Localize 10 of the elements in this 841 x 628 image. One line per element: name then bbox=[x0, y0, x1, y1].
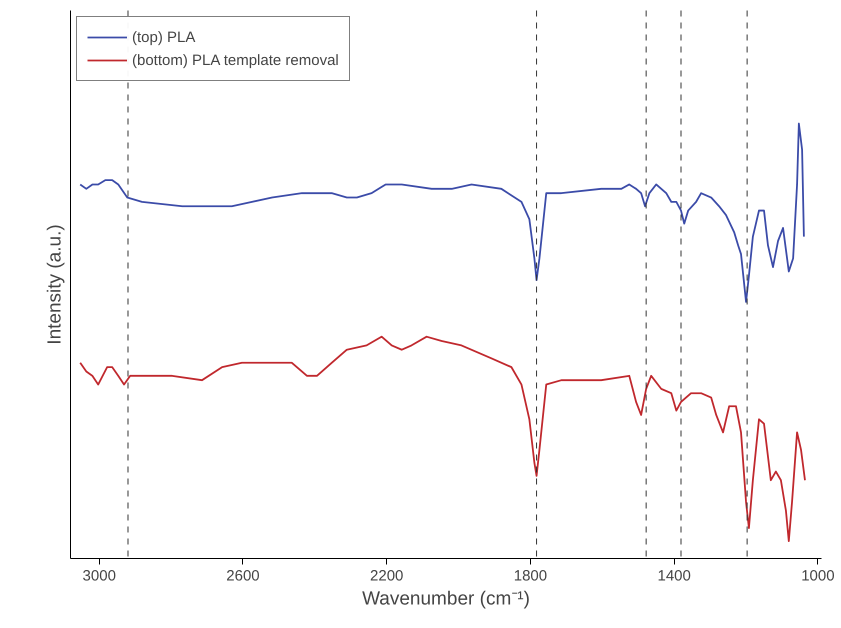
x-tick-label: 1400 bbox=[657, 568, 691, 584]
x-tick-label: 1000 bbox=[801, 568, 835, 584]
x-tick-label: 2600 bbox=[226, 568, 260, 584]
legend-label: (bottom) PLA template removal bbox=[132, 52, 339, 68]
x-tick-label: 1800 bbox=[514, 568, 548, 584]
x-tick-label: 3000 bbox=[82, 568, 116, 584]
x-tick-label: 2200 bbox=[370, 568, 404, 584]
legend-label: (top) PLA bbox=[132, 28, 196, 46]
y-axis-title: Intensity (a.u.) bbox=[44, 224, 66, 345]
x-axis-title: Wavenumber (cm⁻¹) bbox=[362, 588, 530, 610]
